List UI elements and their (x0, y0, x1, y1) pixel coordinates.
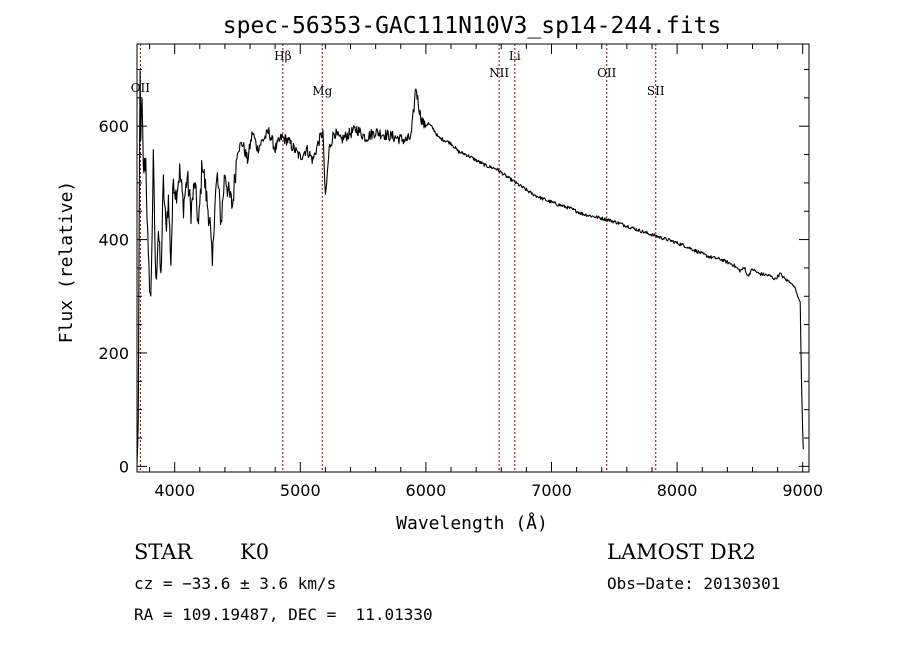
x-axis-label: Wavelength (Å) (396, 512, 548, 534)
line-marker-label: Li (509, 49, 521, 63)
line-marker-label: OII (597, 66, 617, 80)
plot-frame (136, 43, 810, 473)
class-label: STAR (134, 540, 193, 564)
y-axis: 0 200 400 600 (98, 69, 809, 476)
series-line (136, 70, 804, 463)
x-axis: 4000 5000 6000 7000 8000 9000 (149, 44, 823, 500)
y-tick-label: 600 (98, 117, 129, 136)
radec-label: RA = 109.19487, DEC = 11.01330 (134, 605, 433, 624)
line-marker-label: Mg (312, 84, 332, 98)
x-tick-label: 4000 (154, 481, 195, 500)
x-tick-label: 5000 (280, 481, 321, 500)
chart-title: spec-56353-GAC111N10V3_sp14-244.fits (223, 13, 722, 39)
x-tick-label: 6000 (406, 481, 447, 500)
x-tick-label: 7000 (531, 481, 572, 500)
obs-date-label: Obs−Date: 20130301 (607, 574, 781, 593)
y-tick-label: 400 (98, 231, 129, 250)
y-tick-label: 200 (98, 344, 129, 363)
y-tick-label: 0 (119, 457, 129, 476)
line-marker-label: Hβ (274, 49, 291, 63)
cz-label: cz = −33.6 ± 3.6 km/s (134, 574, 337, 593)
line-marker-label: SII (647, 84, 665, 98)
subclass-label: K0 (240, 540, 270, 564)
x-tick-label: 8000 (657, 481, 698, 500)
x-tick-label: 9000 (782, 481, 823, 500)
y-axis-label: Flux (relative) (56, 181, 77, 344)
survey-label: LAMOST DR2 (607, 540, 756, 564)
line-marker-label: NII (489, 66, 509, 80)
